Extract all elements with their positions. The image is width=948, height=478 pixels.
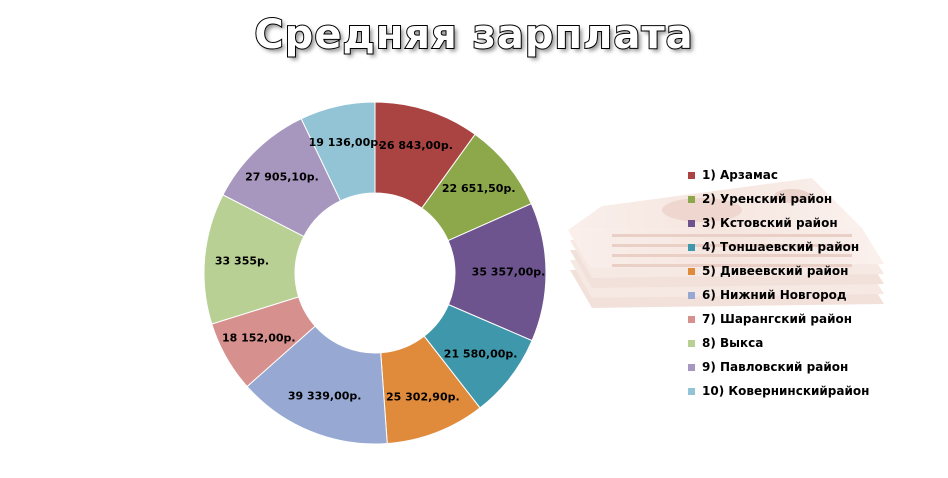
legend-swatch-7 [688,315,695,323]
legend-swatch-8 [688,339,695,347]
slice-label-10: 19 136,00р. [309,136,383,149]
legend-label-5: 5) Дивеевский район [702,264,849,278]
legend-item-6: 6) Нижний Новгород [688,283,869,307]
legend: 1) Арзамас 2) Уренский район 3) Кстовский … [688,163,869,403]
legend-item-8: 8) Выкса [688,331,869,355]
legend-label-1: 1) Арзамас [702,168,778,182]
slice-10 [300,101,376,202]
legend-label-8: 8) Выкса [702,336,764,350]
legend-label-4: 4) Тоншаевский район [702,240,860,254]
slice-label-8: 33 355р. [215,255,269,268]
legend-label-7: 7) Шарангский район [702,312,853,326]
slice-label-3: 35 357,00р. [472,265,546,278]
legend-item-1: 1) Арзамас [688,163,869,187]
legend-item-10: 10) Ковернинскийрайон [688,379,869,403]
legend-swatch-3 [688,219,695,227]
legend-item-2: 2) Уренский район [688,187,869,211]
slice-label-6: 39 339,00р. [288,390,362,403]
legend-swatch-4 [688,243,695,251]
legend-item-7: 7) Шарангский район [688,307,869,331]
legend-item-4: 4) Тоншаевский район [688,235,869,259]
legend-swatch-10 [688,387,695,395]
slice-label-5: 25 302,90р. [386,391,460,404]
slice-label-9: 27 905,10р. [245,170,319,183]
legend-label-3: 3) Кстовский район [702,216,838,230]
legend-label-10: 10) Ковернинскийрайон [702,384,870,398]
legend-label-6: 6) Нижний Новгород [702,288,847,302]
chart-title: Средняя зарплата [253,11,694,59]
slice-label-7: 18 152,00р. [222,332,296,345]
legend-item-9: 9) Павловский район [688,355,869,379]
legend-swatch-2 [688,195,695,203]
slice-label-1: 26 843,00р. [379,139,453,152]
legend-swatch-5 [688,267,695,275]
legend-label-2: 2) Уренский район [702,192,833,206]
banknote-stack-icon [568,178,884,308]
legend-swatch-1 [688,171,695,179]
legend-swatch-9 [688,363,695,371]
legend-swatch-6 [688,291,695,299]
legend-item-5: 5) Дивеевский район [688,259,869,283]
slice-label-4: 21 580,00р. [444,348,518,361]
slice-label-2: 22 651,50р. [442,182,516,195]
legend-label-9: 9) Павловский район [702,360,849,374]
legend-item-3: 3) Кстовский район [688,211,869,235]
